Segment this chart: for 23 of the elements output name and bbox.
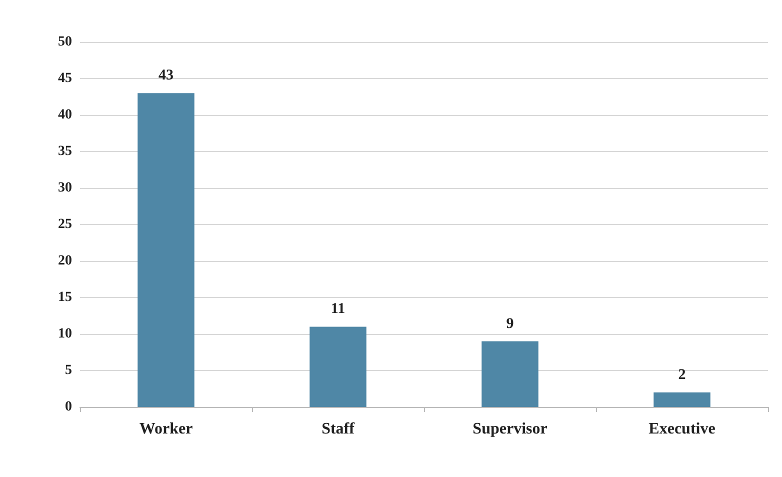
data-label: 11 bbox=[330, 301, 346, 318]
x-tick-label: Staff bbox=[322, 420, 356, 438]
bar bbox=[654, 392, 710, 407]
y-tick-label: 50 bbox=[58, 34, 72, 50]
bar bbox=[482, 341, 538, 407]
y-tick-label: 15 bbox=[58, 290, 72, 305]
y-tick-label: 0 bbox=[65, 400, 72, 414]
bar bbox=[138, 93, 194, 407]
x-tick-label: Executive bbox=[648, 420, 716, 438]
x-tick-label: Worker bbox=[139, 420, 193, 438]
y-tick-label: 10 bbox=[58, 326, 72, 342]
y-tick-label: 25 bbox=[58, 217, 72, 232]
bar bbox=[310, 326, 366, 407]
y-tick-label: 45 bbox=[58, 71, 72, 86]
data-label: 43 bbox=[158, 68, 174, 84]
y-tick-label: 5 bbox=[65, 363, 72, 378]
data-label: 2 bbox=[678, 366, 686, 383]
y-tick-label: 30 bbox=[58, 180, 72, 196]
y-tick-label: 40 bbox=[58, 108, 72, 122]
y-tick-label: 35 bbox=[58, 144, 72, 159]
x-tick-label: Supervisor bbox=[472, 420, 548, 438]
y-tick-label: 20 bbox=[58, 254, 72, 268]
data-label: 9 bbox=[506, 316, 514, 332]
